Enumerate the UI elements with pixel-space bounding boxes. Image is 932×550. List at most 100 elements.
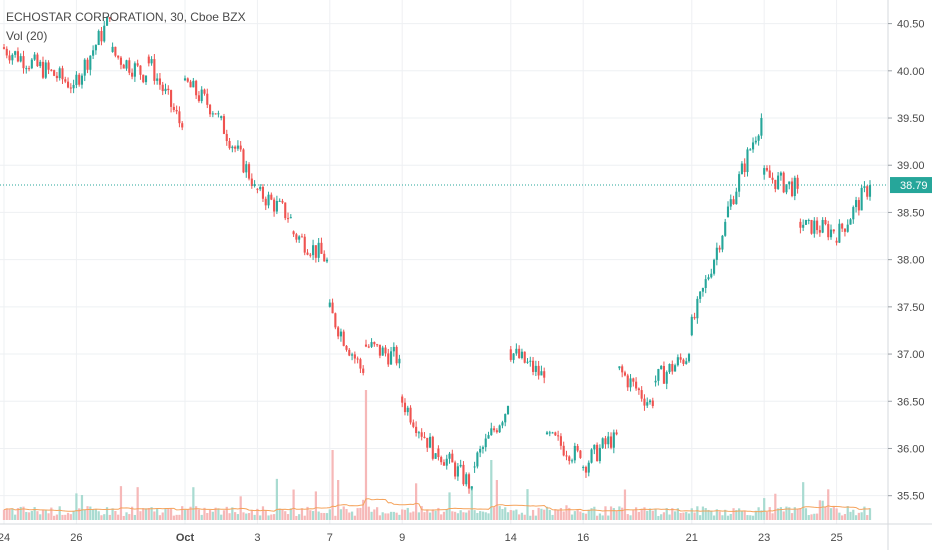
- volume-bar: [854, 515, 858, 520]
- candle: [715, 247, 718, 260]
- candle: [456, 466, 459, 477]
- volume-bar: [529, 515, 532, 520]
- volume-bar: [707, 509, 710, 520]
- candle: [264, 198, 267, 206]
- candle: [793, 177, 796, 197]
- candle: [14, 51, 17, 55]
- candle: [841, 223, 844, 229]
- volume-bar: [654, 508, 657, 520]
- candle: [448, 453, 451, 459]
- volume-bar: [231, 507, 234, 520]
- volume-bar: [217, 508, 220, 520]
- volume-bar: [743, 511, 746, 520]
- volume-bar: [317, 511, 320, 520]
- volume-bar: [264, 510, 267, 520]
- candle: [409, 407, 412, 423]
- volume-bar: [843, 514, 847, 520]
- volume-bar: [442, 511, 446, 520]
- volume-indicator-label[interactable]: Vol (20): [6, 29, 48, 43]
- volume-bar: [61, 514, 64, 520]
- volume-bar: [646, 510, 649, 520]
- volume-bar: [275, 478, 279, 520]
- candle: [479, 448, 482, 453]
- volume-bar: [621, 507, 624, 520]
- candle: [323, 253, 326, 262]
- volume-bar: [27, 512, 31, 520]
- volume-bar: [459, 510, 462, 520]
- volume-bar: [601, 515, 604, 520]
- volume-bar: [420, 506, 423, 520]
- volume-bar: [487, 513, 490, 520]
- candle: [506, 405, 510, 415]
- volume-bar: [156, 508, 159, 520]
- candle: [852, 207, 855, 220]
- volume-bar: [334, 515, 337, 520]
- candle: [735, 191, 738, 205]
- candle: [103, 25, 106, 42]
- candle: [225, 133, 228, 142]
- candle: [540, 371, 543, 376]
- volume-bar: [562, 511, 565, 520]
- volume-bar: [267, 515, 270, 520]
- volume-bar: [531, 509, 535, 520]
- candle: [774, 179, 777, 189]
- candle: [467, 474, 471, 489]
- volume-bar: [732, 508, 735, 520]
- candle: [788, 181, 791, 185]
- candle: [740, 163, 743, 175]
- candle: [442, 462, 446, 466]
- candle: [245, 164, 248, 173]
- candle: [849, 219, 852, 225]
- volume-bar: [150, 507, 153, 520]
- candle: [111, 46, 114, 52]
- candle: [687, 354, 691, 362]
- candle: [690, 316, 693, 336]
- candle: [470, 486, 473, 489]
- volume-bar: [593, 506, 596, 520]
- candle: [515, 348, 518, 354]
- candle: [117, 55, 120, 58]
- candle: [679, 357, 682, 360]
- candle: [509, 349, 512, 360]
- volume-bar: [306, 506, 309, 520]
- volume-bar: [857, 512, 860, 520]
- symbol-title[interactable]: ECHOSTAR CORPORATION, 30, Cboe BZX: [6, 10, 246, 24]
- candle: [855, 200, 858, 208]
- candle: [8, 55, 11, 61]
- volume-bar: [175, 514, 178, 520]
- candle: [423, 436, 426, 438]
- volume-bar: [632, 510, 635, 520]
- volume-bar: [11, 508, 14, 520]
- candle: [267, 194, 270, 206]
- candle: [362, 368, 365, 373]
- volume-bar: [47, 513, 50, 520]
- volume-bar: [83, 509, 86, 520]
- candle: [345, 345, 348, 350]
- candle: [395, 346, 398, 364]
- volume-bar: [815, 513, 819, 520]
- candle: [253, 184, 256, 186]
- volume-bar: [657, 515, 660, 520]
- volume-bar: [735, 510, 738, 520]
- volume-bar: [776, 508, 780, 520]
- candle: [178, 111, 181, 124]
- candle: [303, 236, 306, 253]
- candle: [147, 56, 150, 64]
- volume-bar: [161, 512, 164, 520]
- candle: [186, 78, 189, 82]
- volume-bar: [537, 507, 540, 520]
- candle: [28, 68, 31, 70]
- candle: [401, 396, 404, 403]
- candle: [295, 234, 298, 240]
- candle: [621, 366, 624, 373]
- volume-bar: [431, 509, 434, 520]
- volume-bar: [746, 515, 749, 520]
- last-price-label: 38.79: [900, 180, 928, 192]
- candle: [671, 363, 674, 372]
- volume-bar: [615, 511, 618, 520]
- candle: [751, 142, 755, 150]
- candle: [66, 81, 70, 88]
- candle: [604, 438, 607, 445]
- candle: [64, 79, 67, 82]
